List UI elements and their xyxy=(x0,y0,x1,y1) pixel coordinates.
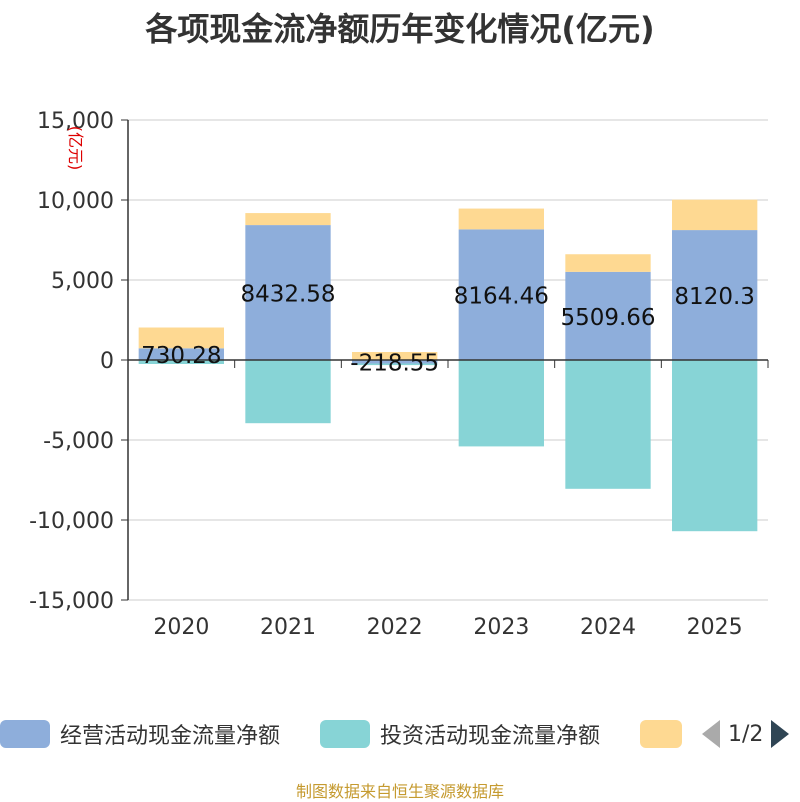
legend: 经营活动现金流量净额 投资活动现金流量净额 1/2 xyxy=(0,714,800,754)
bar-other xyxy=(672,199,758,231)
chart-title: 各项现金流净额历年变化情况(亿元) xyxy=(145,10,655,48)
bar-investing xyxy=(672,360,758,532)
x-tick-label: 2025 xyxy=(687,615,743,640)
bar-investing xyxy=(138,360,224,364)
y-tick-label: 0 xyxy=(100,349,114,374)
bar-investing xyxy=(352,363,438,366)
data-label: -218.55 xyxy=(350,351,439,377)
pager-page-label: 1/2 xyxy=(728,721,764,747)
x-tick-label: 2024 xyxy=(580,615,636,640)
bar-investing xyxy=(245,360,331,424)
x-tick-label: 2022 xyxy=(367,615,423,640)
legend-swatch-investing xyxy=(320,720,370,748)
legend-label-operating: 经营活动现金流量净额 xyxy=(60,724,281,749)
y-tick-label: 5,000 xyxy=(51,269,114,294)
chart-plot: 15,000 10,000 5,000 0 -5,000 -10,000 -15,000 (亿… xyxy=(29,109,769,640)
pager-next-icon[interactable] xyxy=(771,720,790,748)
bar-operating xyxy=(458,229,544,360)
data-label: 730.28 xyxy=(141,343,221,369)
y-tick-label: 10,000 xyxy=(37,189,114,214)
legend-swatch-third xyxy=(640,720,682,748)
bar-other xyxy=(352,352,438,360)
legend-pager: 1/2 xyxy=(702,720,790,748)
y-tick-label: -10,000 xyxy=(29,509,114,534)
legend-item-third[interactable] xyxy=(640,718,692,750)
y-tick-label: 15,000 xyxy=(37,109,114,134)
source-note: 制图数据来自恒生聚源数据库 xyxy=(295,782,504,801)
pager-prev-icon[interactable] xyxy=(702,720,720,748)
data-label: 8120.3 xyxy=(674,284,754,310)
bar-investing xyxy=(458,360,544,447)
x-tick-label: 2021 xyxy=(260,615,316,640)
bar-operating xyxy=(672,230,758,360)
bar-investing xyxy=(565,360,651,489)
bar-other xyxy=(245,213,331,226)
bar-operating xyxy=(352,360,438,364)
data-label: 8432.58 xyxy=(240,282,335,308)
y-tick-label: -5,000 xyxy=(43,429,114,454)
legend-item-investing[interactable]: 投资活动现金流量净额 xyxy=(320,718,600,750)
x-tick-label: 2023 xyxy=(473,615,529,640)
data-label: 8164.46 xyxy=(454,284,549,310)
data-label: 5509.66 xyxy=(560,305,655,331)
bar-operating xyxy=(565,271,651,360)
legend-label-investing: 投资活动现金流量净额 xyxy=(380,724,601,749)
y-tick-label: -15,000 xyxy=(29,589,114,614)
bar-operating xyxy=(245,225,331,360)
x-tick-label: 2020 xyxy=(153,615,209,640)
bar-other xyxy=(458,208,544,230)
bar-operating xyxy=(138,348,224,360)
legend-swatch-operating xyxy=(0,720,50,748)
legend-item-operating[interactable]: 经营活动现金流量净额 xyxy=(0,718,280,750)
bar-other xyxy=(565,254,651,272)
y-axis-label: (亿元) xyxy=(66,126,85,171)
bar-other xyxy=(138,327,224,349)
